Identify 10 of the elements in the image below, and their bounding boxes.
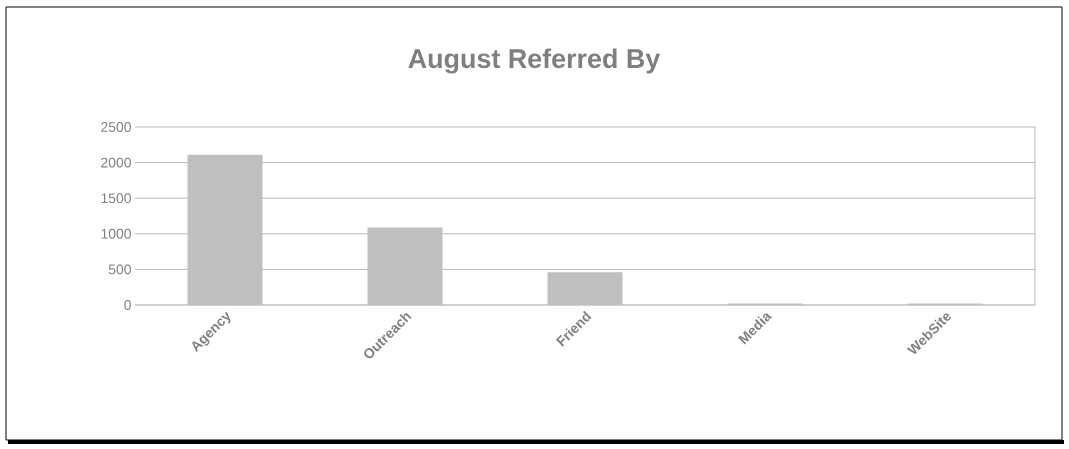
y-tick-label: 2000: [101, 157, 131, 168]
bar: [547, 272, 623, 305]
bar: [367, 227, 443, 305]
bar: [187, 154, 263, 305]
y-tick-label: 1000: [101, 228, 131, 239]
y-tick-label: 2500: [101, 122, 131, 132]
chart-title: August Referred By: [408, 48, 661, 74]
y-tick-label: 0: [124, 300, 131, 310]
y-tick-label: 500: [108, 264, 131, 275]
y-tick-label: 1500: [101, 193, 131, 204]
